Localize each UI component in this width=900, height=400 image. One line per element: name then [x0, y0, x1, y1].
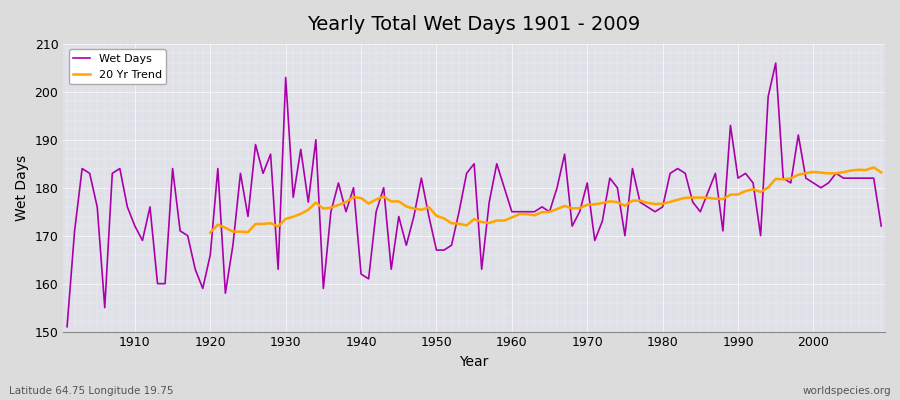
Wet Days [597, 219, 608, 224]
Title: Yearly Total Wet Days 1901 - 2009: Yearly Total Wet Days 1901 - 2009 [308, 15, 641, 34]
X-axis label: Year: Year [460, 355, 489, 369]
20 Yr Trend [295, 212, 306, 216]
Wet Days [122, 204, 133, 209]
20 Yr Trend [778, 177, 788, 182]
Line: Wet Days: Wet Days [68, 63, 881, 327]
Wet Days [507, 209, 517, 214]
Wet Days [770, 61, 781, 66]
Wet Days [333, 180, 344, 185]
Legend: Wet Days, 20 Yr Trend: Wet Days, 20 Yr Trend [68, 50, 166, 84]
Wet Days [876, 224, 886, 228]
20 Yr Trend [868, 165, 879, 170]
20 Yr Trend [763, 185, 774, 190]
20 Yr Trend [409, 206, 419, 211]
20 Yr Trend [876, 170, 886, 175]
Y-axis label: Wet Days: Wet Days [15, 155, 29, 221]
Wet Days [62, 324, 73, 329]
Line: 20 Yr Trend: 20 Yr Trend [211, 167, 881, 232]
Wet Days [288, 195, 299, 200]
20 Yr Trend [846, 168, 857, 173]
Wet Days [499, 185, 509, 190]
Text: Latitude 64.75 Longitude 19.75: Latitude 64.75 Longitude 19.75 [9, 386, 174, 396]
20 Yr Trend [205, 230, 216, 235]
20 Yr Trend [672, 197, 683, 202]
Text: worldspecies.org: worldspecies.org [803, 386, 891, 396]
